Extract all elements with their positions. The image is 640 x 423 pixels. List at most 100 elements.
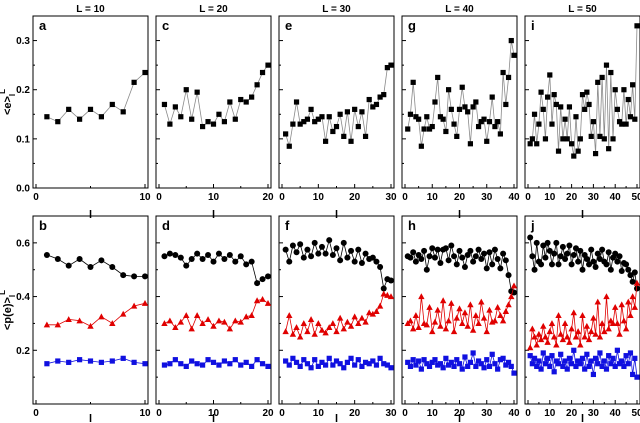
- data-point: [469, 326, 477, 333]
- data-point: [470, 104, 476, 110]
- data-point: [373, 101, 380, 108]
- data-point: [478, 361, 484, 367]
- data-point: [550, 333, 558, 340]
- data-point: [572, 333, 580, 340]
- data-point: [577, 341, 584, 348]
- data-point: [167, 361, 173, 367]
- data-point: [161, 320, 168, 327]
- data-point: [166, 317, 174, 324]
- data-point: [473, 99, 479, 105]
- data-point: [533, 239, 540, 246]
- data-point: [467, 141, 473, 147]
- data-point: [384, 362, 390, 368]
- data-point: [210, 359, 217, 365]
- data-point: [573, 363, 579, 369]
- data-point: [286, 362, 292, 368]
- data-point: [484, 138, 490, 144]
- data-point: [603, 293, 610, 300]
- data-point: [540, 350, 546, 356]
- data-point: [410, 79, 416, 85]
- data-point: [569, 361, 575, 367]
- data-point: [633, 279, 640, 286]
- data-point: [508, 363, 514, 369]
- data-point: [440, 365, 446, 371]
- data-point: [130, 302, 138, 309]
- data-point: [319, 359, 325, 365]
- data-point: [594, 250, 601, 257]
- data-point: [500, 69, 506, 76]
- data-point: [480, 314, 488, 321]
- data-point: [226, 325, 234, 332]
- data-point: [311, 239, 318, 246]
- data-point: [508, 293, 515, 300]
- data-point: [462, 104, 468, 110]
- data-point: [421, 357, 427, 363]
- y-tick-label: 0.2: [16, 346, 30, 357]
- data-point: [429, 123, 435, 130]
- data-point: [315, 250, 322, 257]
- x-tick-label: 30: [385, 408, 397, 419]
- data-point: [109, 358, 115, 364]
- data-point: [286, 312, 293, 318]
- x-tick-label: 0: [525, 408, 531, 419]
- data-point: [216, 111, 222, 117]
- series-line: [46, 254, 145, 277]
- panel-a: [32, 15, 149, 189]
- data-point: [413, 114, 419, 120]
- data-point: [564, 333, 571, 340]
- data-point: [183, 262, 190, 269]
- data-point: [348, 355, 354, 361]
- data-point: [531, 111, 538, 117]
- data-point: [629, 278, 636, 285]
- data-point: [566, 338, 573, 345]
- data-point: [459, 366, 465, 372]
- data-point: [619, 121, 625, 127]
- y-tick-label: 0.4: [16, 292, 30, 303]
- data-point: [341, 133, 347, 139]
- data-point: [481, 365, 487, 371]
- plot-frame: [32, 15, 149, 189]
- data-point: [594, 298, 601, 305]
- data-point: [232, 317, 239, 324]
- data-point: [437, 114, 444, 120]
- data-point: [329, 251, 336, 258]
- y-tick-label: 0.6: [16, 238, 30, 249]
- data-point: [259, 69, 266, 76]
- series-square: [405, 350, 517, 376]
- data-point: [607, 266, 614, 273]
- data-point: [297, 363, 303, 369]
- data-point: [508, 37, 514, 44]
- data-point: [629, 293, 636, 300]
- data-point: [545, 355, 551, 361]
- series-triangle: [43, 299, 149, 329]
- data-point: [445, 317, 452, 324]
- y-tick-label: 0.0: [16, 184, 30, 195]
- panel-letter: j: [530, 218, 535, 233]
- data-point: [618, 301, 625, 308]
- data-point: [478, 255, 485, 262]
- data-point: [627, 114, 634, 120]
- data-point: [599, 74, 605, 81]
- x-tick-label: 20: [454, 192, 466, 203]
- data-point: [511, 370, 517, 376]
- data-point: [475, 123, 482, 130]
- data-point: [579, 355, 586, 361]
- data-point: [377, 94, 383, 100]
- data-point: [595, 79, 601, 85]
- data-point: [612, 363, 618, 369]
- data-point: [210, 258, 217, 265]
- data-point: [614, 347, 620, 353]
- data-point: [178, 361, 184, 367]
- data-point: [534, 363, 540, 369]
- data-point: [424, 114, 430, 120]
- data-point: [448, 106, 454, 112]
- data-point: [426, 304, 433, 310]
- data-point: [601, 358, 607, 364]
- x-tick-label: 20: [566, 192, 578, 203]
- data-point: [142, 273, 148, 280]
- x-tick-label: 10: [427, 192, 439, 203]
- data-point: [283, 358, 289, 364]
- data-point: [120, 109, 126, 115]
- data-point: [456, 361, 463, 367]
